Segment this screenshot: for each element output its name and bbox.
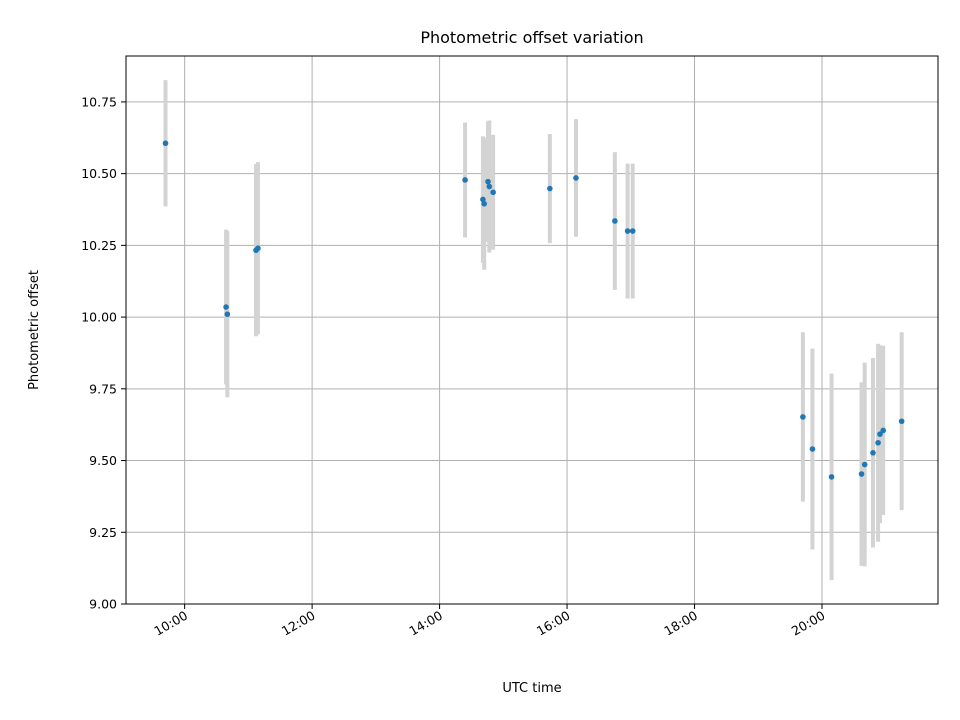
y-tick-label: 9.25 [89, 525, 117, 540]
data-point [462, 177, 468, 183]
data-point [547, 185, 553, 192]
x-tick-label: 16:00 [534, 608, 573, 639]
x-tick-label: 10:00 [151, 608, 190, 639]
y-tick-label: 10.50 [81, 166, 117, 181]
y-tick-label: 10.00 [81, 310, 117, 325]
plot-frame [125, 55, 939, 605]
x-tick-label: 20:00 [789, 608, 828, 639]
y-tick-label: 9.00 [89, 597, 117, 612]
data-point [224, 311, 231, 318]
tick-layer: 10:00 12:00 14:00 16:00 18:00 20:00 9.00 9.25 9.… [81, 94, 827, 638]
data-point [828, 474, 835, 480]
data-point [858, 471, 865, 477]
point-layer [162, 140, 905, 480]
data-point [223, 304, 229, 310]
data-point [162, 140, 169, 147]
data-point [485, 178, 491, 185]
grid-layer [126, 56, 938, 605]
data-point [573, 175, 579, 181]
data-point [490, 189, 496, 196]
y-axis-label: Photometric offset [27, 270, 42, 390]
data-point [875, 439, 881, 446]
data-point [624, 228, 631, 234]
y-tick-label: 9.75 [89, 381, 117, 396]
data-point [612, 218, 618, 224]
chart-title: Photometric offset variation [420, 28, 643, 47]
data-point [809, 446, 816, 452]
data-point [880, 427, 886, 434]
x-axis-label: UTC time [502, 681, 561, 696]
data-point [898, 418, 905, 425]
errorbar-layer [163, 80, 904, 581]
y-tick-label: 10.25 [81, 238, 117, 253]
data-point [861, 461, 868, 468]
data-point [877, 431, 883, 437]
y-tick-label: 10.75 [81, 94, 117, 109]
data-point [480, 196, 486, 203]
data-point [486, 183, 493, 190]
data-point [800, 414, 806, 420]
x-tick-label: 18:00 [661, 608, 700, 639]
y-tick-label: 9.50 [89, 453, 117, 468]
data-point [870, 449, 876, 456]
data-point [481, 200, 487, 207]
x-tick-label: 12:00 [279, 608, 318, 639]
data-point [255, 245, 261, 252]
x-tick-label: 14:00 [406, 608, 445, 639]
data-point [629, 228, 636, 234]
